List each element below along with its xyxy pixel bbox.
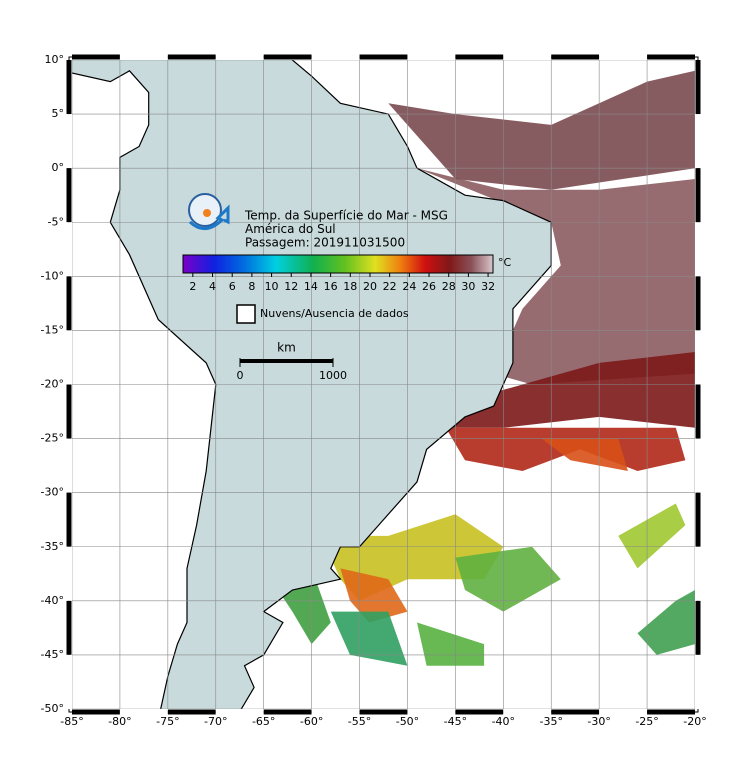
lon-tick-label: -45° (444, 715, 467, 728)
colorbar-tick-label: 8 (248, 280, 255, 293)
colorbar-tick-label: 10 (265, 280, 279, 293)
scale-unit: km (277, 341, 296, 355)
sst-patch (340, 568, 408, 623)
lat-tick-label: -30° (41, 486, 64, 499)
map-area (72, 60, 695, 709)
lon-tick-label: -50° (396, 715, 419, 728)
lat-tick-label: 0° (52, 161, 65, 174)
colorbar-tick-label: 30 (461, 280, 475, 293)
colorbar-tick-label: 16 (324, 280, 338, 293)
lat-tick-label: -20° (41, 378, 64, 391)
logo-arrow (188, 204, 230, 230)
lon-tick-label: -70° (204, 715, 227, 728)
lon-tick-label: -85° (60, 715, 83, 728)
sst-patch (330, 611, 408, 666)
lat-tick-label: 5° (52, 107, 65, 120)
lat-tick-label: -25° (41, 432, 64, 445)
overlay: -85° -80° -75° -70° -65° -60° -55° -50° -45° -40°… (41, 53, 707, 728)
sst-patch (637, 590, 695, 655)
legend-swatch (236, 304, 256, 324)
colorbar-tick-label: 4 (209, 280, 216, 293)
lat-tick-label: -35° (41, 540, 64, 553)
lon-tick-label: -75° (156, 715, 179, 728)
title-line: Passagem: 201911031500 (245, 236, 405, 250)
lat-tick-label: -5° (48, 215, 64, 228)
colorbar-tick-label: 26 (422, 280, 436, 293)
colorbar-tick-label: 22 (383, 280, 397, 293)
colorbar-tick-label: 28 (442, 280, 456, 293)
colorbar-tick-label: 12 (284, 280, 298, 293)
colorbar-tick-label: 18 (343, 280, 357, 293)
scale-tick-label: 1000 (319, 369, 347, 382)
lon-tick-label: -40° (492, 715, 515, 728)
lat-tick-label: -15° (41, 323, 64, 336)
lat-tick-label: -40° (41, 594, 64, 607)
sst-patch (388, 70, 695, 190)
colorbar-tick-label: 14 (304, 280, 318, 293)
lon-tick-label: -30° (587, 715, 610, 728)
scale-tick-label: 0 (237, 369, 244, 382)
title-line: Temp. da Superfície do Mar - MSG (244, 209, 448, 223)
logo-dot (203, 209, 211, 217)
lat-tick-label: -45° (41, 648, 64, 661)
colorbar-unit: °C (498, 256, 512, 269)
scale-bar (240, 359, 333, 363)
legend-label: Nuvens/Ausencia de dados (260, 307, 409, 320)
lat-tick-label: -10° (41, 269, 64, 282)
sst-patch (618, 503, 686, 569)
colorbar-tick-label: 24 (402, 280, 416, 293)
lon-tick-label: -60° (300, 715, 323, 728)
sst-patch (455, 546, 561, 612)
lon-tick-label: -55° (348, 715, 371, 728)
colorbar-tick-label: 2 (189, 280, 196, 293)
lat-tick-label: 10° (45, 53, 65, 66)
lon-tick-label: -65° (252, 715, 275, 728)
colorbar-tick-label: 6 (229, 280, 236, 293)
colorbar (182, 254, 494, 274)
lon-tick-label: -25° (635, 715, 658, 728)
lon-tick-label: -20° (683, 715, 706, 728)
colorbar-tick-label: 32 (481, 280, 495, 293)
sst-patch (445, 352, 695, 428)
lon-tick-label: -80° (108, 715, 131, 728)
title-line: América do Sul (245, 222, 336, 236)
lat-tick-label: -50° (41, 702, 64, 715)
sst-patch (541, 438, 628, 471)
lon-tick-label: -35° (539, 715, 562, 728)
colorbar-tick-label: 20 (363, 280, 377, 293)
